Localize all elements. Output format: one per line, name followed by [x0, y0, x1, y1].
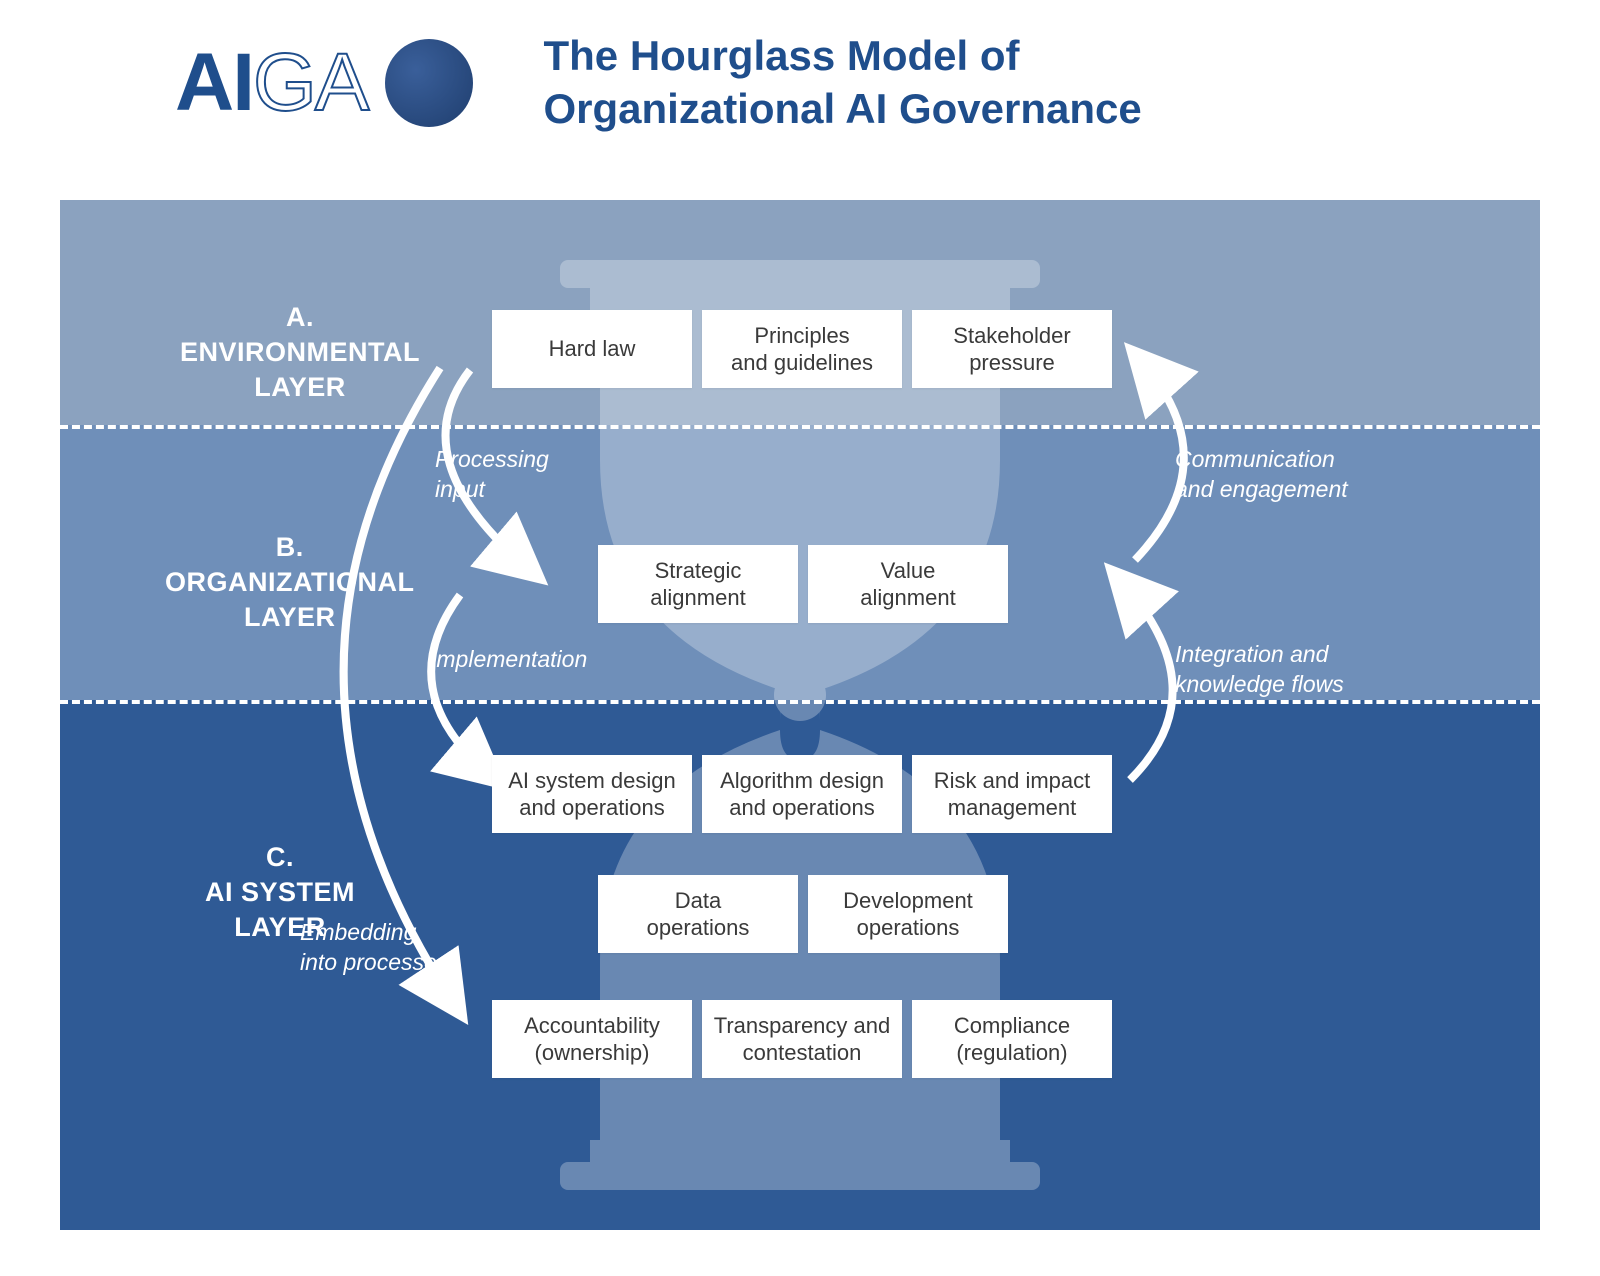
header: AIGA The Hourglass Model of Organization… — [0, 0, 1600, 165]
flow-label-4: Integration andknowledge flows — [1175, 640, 1344, 700]
layer-a-name: ENVIRONMENTALLAYER — [180, 337, 420, 402]
title-line-1: The Hourglass Model of — [543, 32, 1019, 79]
box-a-1: Principlesand guidelines — [702, 310, 902, 388]
box-c-6: Transparency andcontestation — [702, 1000, 902, 1078]
layer-a-label: A. ENVIRONMENTALLAYER — [180, 300, 420, 405]
layer-b-label: B. ORGANIZATIONALLAYER — [165, 530, 414, 635]
logo-ga: GA — [253, 36, 367, 130]
flow-label-0: Processinginput — [435, 445, 549, 505]
logo-circle-icon — [385, 39, 473, 127]
logo-ai: AI — [175, 36, 253, 130]
box-a-2: Stakeholderpressure — [912, 310, 1112, 388]
box-b-0: Strategicalignment — [598, 545, 798, 623]
box-c-4: Developmentoperations — [808, 875, 1008, 953]
box-c-5: Accountability(ownership) — [492, 1000, 692, 1078]
title-line-2: Organizational AI Governance — [543, 85, 1141, 132]
hourglass-diagram: A. ENVIRONMENTALLAYER B. ORGANIZATIONALL… — [60, 200, 1540, 1230]
layer-a-prefix: A. — [286, 302, 314, 332]
layer-c-prefix: C. — [266, 842, 294, 872]
box-c-3: Dataoperations — [598, 875, 798, 953]
logo: AIGA — [175, 36, 473, 130]
box-c-2: Risk and impactmanagement — [912, 755, 1112, 833]
box-a-0: Hard law — [492, 310, 692, 388]
layer-b-prefix: B. — [276, 532, 304, 562]
layer-b-name: ORGANIZATIONALLAYER — [165, 567, 414, 632]
box-c-7: Compliance(regulation) — [912, 1000, 1112, 1078]
divider-ab — [60, 425, 1540, 429]
box-c-1: Algorithm designand operations — [702, 755, 902, 833]
box-b-1: Valuealignment — [808, 545, 1008, 623]
flow-label-3: Communicationand engagement — [1175, 445, 1348, 505]
page-title: The Hourglass Model of Organizational AI… — [543, 30, 1141, 135]
flow-label-2: Embeddinginto processes — [300, 918, 448, 978]
flow-label-1: Implementation — [430, 645, 587, 675]
box-c-0: AI system designand operations — [492, 755, 692, 833]
divider-bc — [60, 700, 1540, 704]
